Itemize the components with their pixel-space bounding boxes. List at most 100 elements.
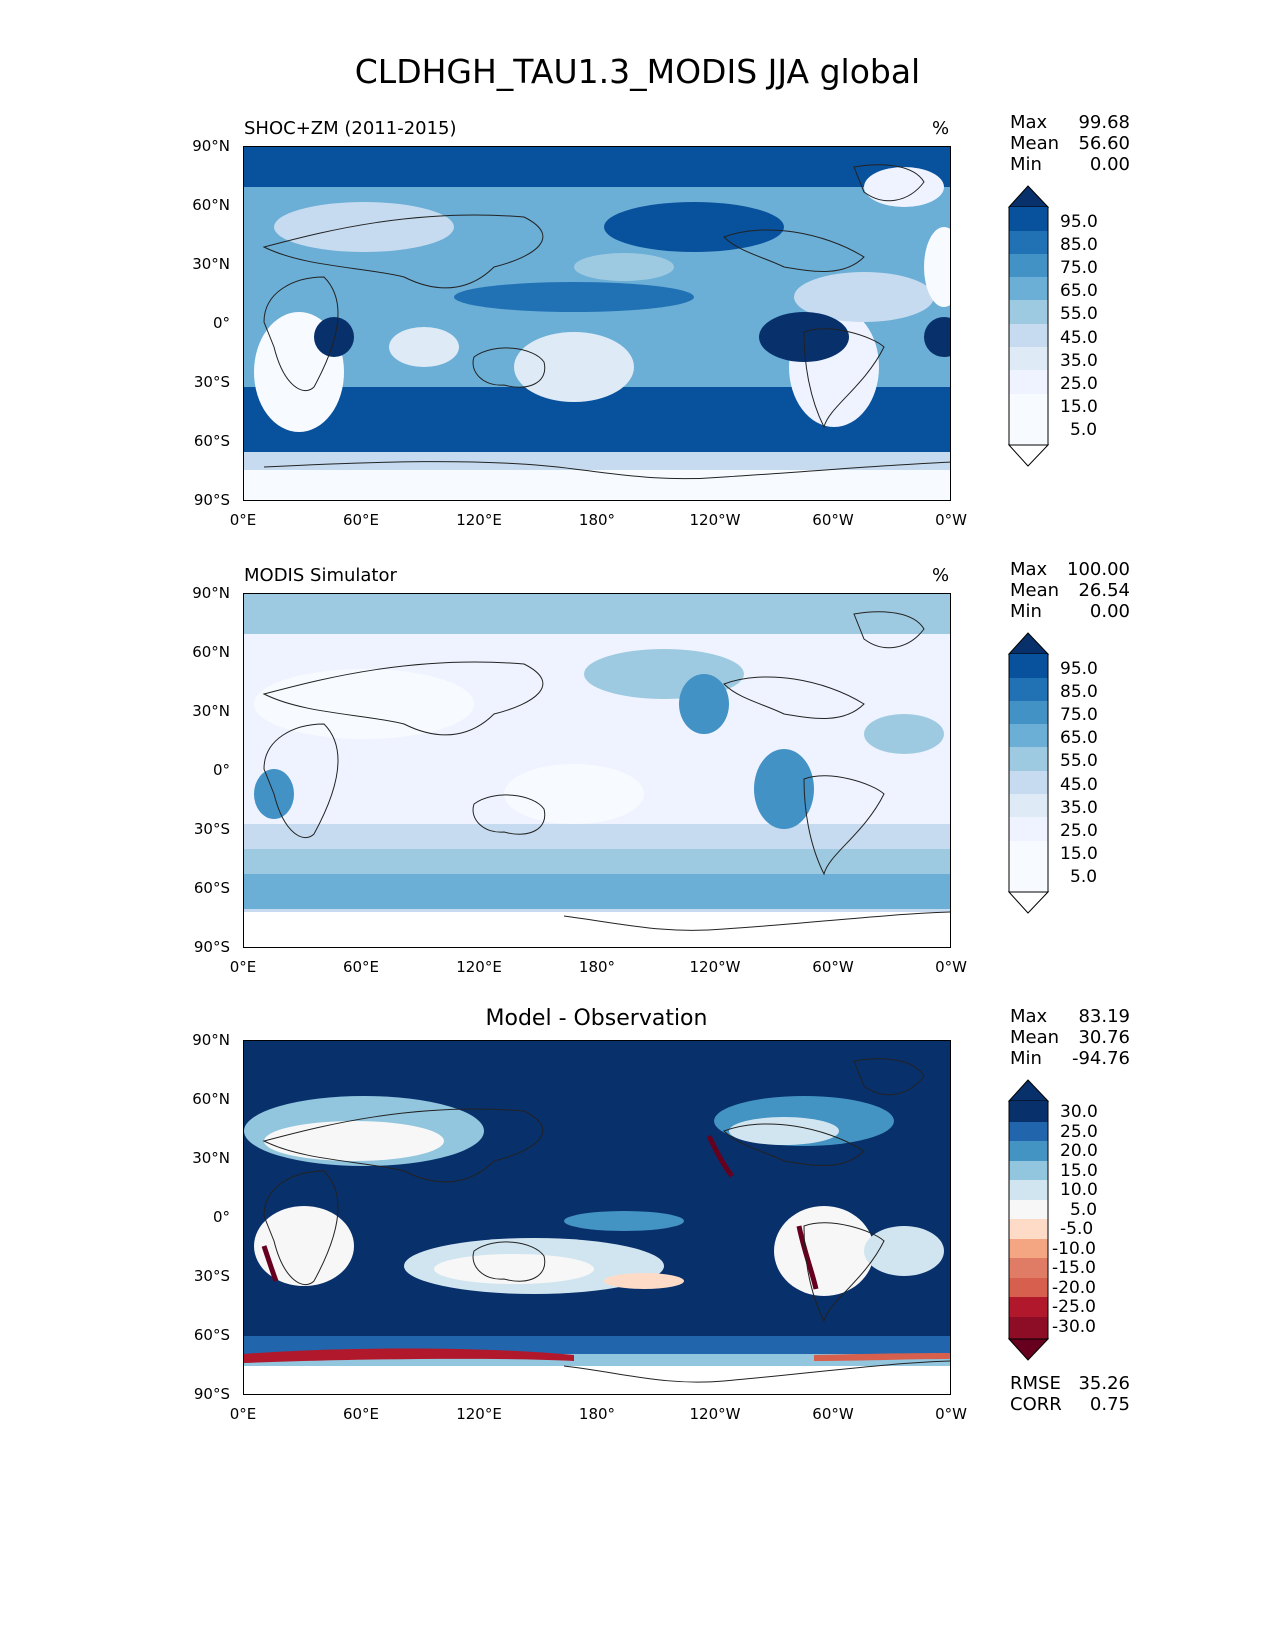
panel-title: Model - Observation [485,1006,708,1031]
y-tick: 0° [212,1208,230,1226]
map-model [243,146,951,501]
y-tick: 60°N [192,196,230,214]
x-tick: 0°E [229,1405,257,1423]
colorbar-label: 75.0 [1060,705,1098,725]
x-tick: 180° [578,958,616,976]
colorbar-label: 45.0 [1060,328,1098,348]
colorbar-label: 65.0 [1060,728,1098,748]
metric-label: CORR [1010,1394,1062,1415]
y-tick: 30°S [193,373,230,391]
colorbar-label: 30.0 [1060,1102,1098,1122]
stats-block: Max 83.19 Mean 30.76 Min -94.76 [1010,1006,1130,1072]
stat-max: 83.19 [1078,1006,1130,1027]
stat-label: Mean [1010,580,1060,601]
map-difference [243,1040,951,1395]
map-observation [243,593,951,948]
colorbar-label: 55.0 [1060,304,1098,324]
stat-min: -94.76 [1071,1048,1130,1069]
stat-label: Min [1010,1048,1042,1069]
colorbar-label: -30.0 [1052,1317,1096,1337]
colorbar-label: 75.0 [1060,258,1098,278]
x-tick: 60°W [812,511,854,529]
colorbar-label: -20.0 [1052,1278,1096,1298]
metric-corr: 0.75 [1089,1394,1130,1415]
colorbar-label: 20.0 [1060,1141,1098,1161]
y-tick: 0° [212,314,230,332]
y-tick: 60°S [193,879,230,897]
y-tick: 90°S [193,1385,230,1403]
y-tick: 30°N [192,255,230,273]
x-tick: 60°W [812,958,854,976]
y-tick: 90°N [192,137,230,155]
colorbar-label: 35.0 [1060,798,1098,818]
stat-label: Max [1010,559,1048,580]
colorbar-label: 35.0 [1060,351,1098,371]
colorbar [1008,1079,1050,1361]
colorbar-label: -25.0 [1052,1297,1096,1317]
y-tick: 60°S [193,1326,230,1344]
stat-label: Min [1010,154,1042,175]
colorbar-label: 95.0 [1060,212,1098,232]
x-tick: 60°E [342,958,380,976]
y-tick: 30°N [192,1149,230,1167]
stat-max: 99.68 [1078,112,1130,133]
y-tick: 90°N [192,1031,230,1049]
stat-mean: 30.76 [1078,1027,1130,1048]
colorbar-label: 55.0 [1060,751,1098,771]
y-tick: 30°N [192,702,230,720]
stat-label: Mean [1010,1027,1060,1048]
stat-min: 0.00 [1089,154,1130,175]
stat-mean: 26.54 [1078,580,1130,601]
panel-title: SHOC+ZM (2011-2015) [244,118,457,139]
x-tick: 180° [578,511,616,529]
panel-title: MODIS Simulator [244,565,397,586]
y-tick: 60°N [192,643,230,661]
x-tick: 0°E [229,511,257,529]
colorbar-label: -10.0 [1052,1239,1096,1259]
x-tick: 0°W [935,511,967,529]
colorbar-label: 15.0 [1060,844,1098,864]
colorbar-label: 25.0 [1060,1122,1098,1142]
colorbar-label: 85.0 [1060,235,1098,255]
y-tick: 60°N [192,1090,230,1108]
x-tick: 60°W [812,1405,854,1423]
stat-mean: 56.60 [1078,133,1130,154]
x-tick: 0°W [935,958,967,976]
colorbar-label: 45.0 [1060,775,1098,795]
x-tick: 120°E [456,511,502,529]
x-tick: 60°E [342,511,380,529]
y-tick: 90°N [192,584,230,602]
colorbar-label: 85.0 [1060,682,1098,702]
colorbar-label: 5.0 [1070,1200,1098,1220]
x-tick: 0°W [935,1405,967,1423]
colorbar-label: 95.0 [1060,659,1098,679]
stats-block: Max 99.68 Mean 56.60 Min 0.00 [1010,112,1130,178]
x-tick: 60°E [342,1405,380,1423]
metric-rmse: 35.26 [1078,1373,1130,1394]
stats-block: Max 100.00 Mean 26.54 Min 0.00 [1010,559,1130,625]
x-tick: 0°E [229,958,257,976]
colorbar [1008,185,1050,467]
stat-max: 100.00 [1067,559,1130,580]
colorbar-label: 15.0 [1060,397,1098,417]
stat-min: 0.00 [1089,601,1130,622]
metric-label: RMSE [1010,1373,1061,1394]
x-tick: 120°W [689,1405,741,1423]
colorbar [1008,632,1050,914]
y-tick: 90°S [193,491,230,509]
y-tick: 30°S [193,1267,230,1285]
y-tick: 30°S [193,820,230,838]
stat-label: Mean [1010,133,1060,154]
y-tick: 90°S [193,938,230,956]
colorbar-label: -5.0 [1060,1219,1094,1239]
colorbar-label: 25.0 [1060,374,1098,394]
y-tick: 0° [212,761,230,779]
page-title: CLDHGH_TAU1.3_MODIS JJA global [354,52,921,91]
x-tick: 180° [578,1405,616,1423]
x-tick: 120°E [456,1405,502,1423]
stat-label: Max [1010,1006,1048,1027]
colorbar-label: -15.0 [1052,1258,1096,1278]
y-tick: 60°S [193,432,230,450]
x-tick: 120°W [689,511,741,529]
colorbar-label: 5.0 [1070,420,1098,440]
